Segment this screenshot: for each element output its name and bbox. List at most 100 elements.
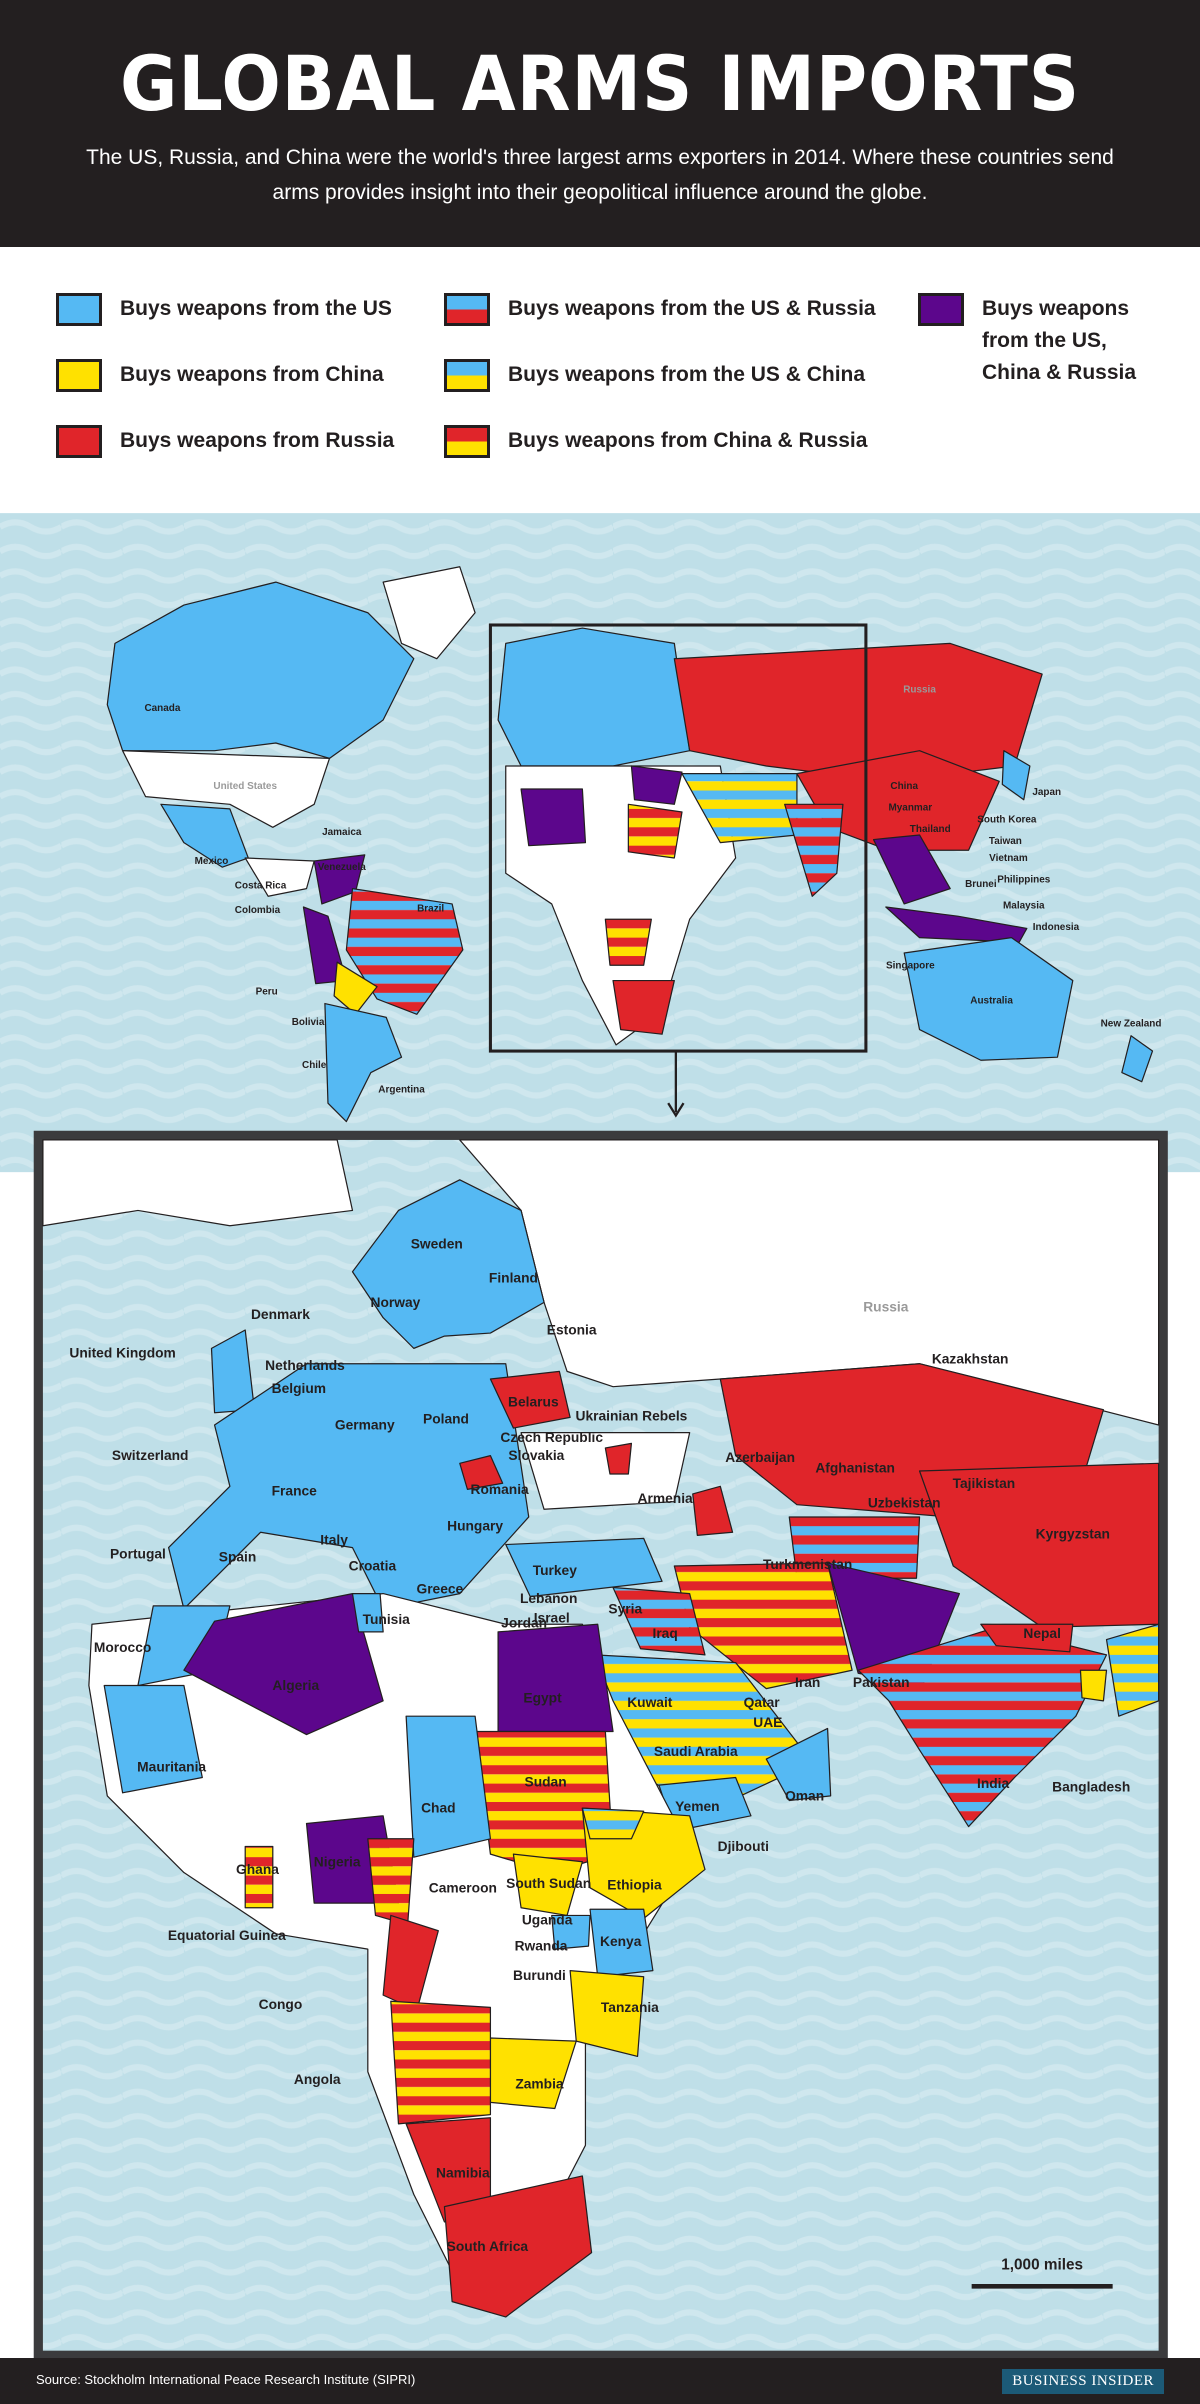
inset-label-turkey: Turkey (533, 1563, 578, 1578)
world-label-indonesia: Indonesia (1033, 922, 1080, 933)
inset-label-tajikistan: Tajikistan (953, 1476, 1016, 1491)
turkey (505, 1537, 663, 1598)
inset-label-namibia: Namibia (436, 2165, 490, 2180)
legend-swatch (444, 293, 490, 326)
inset-label-norway: Norway (371, 1295, 421, 1310)
legend-label: Buys weapons from China & Russia (508, 429, 868, 452)
inset-label-czech-republic: Czech Republic (500, 1430, 603, 1445)
inset-label-djibouti: Djibouti (718, 1839, 769, 1854)
header: GLOBAL ARMS IMPORTS The US, Russia, and … (0, 0, 1200, 247)
inset-label-egypt: Egypt (523, 1690, 562, 1705)
south-africa (612, 979, 675, 1035)
ukrainian-rebels (604, 1442, 633, 1475)
india (784, 803, 844, 897)
inset-label-uganda: Uganda (522, 1913, 573, 1928)
inset-label-denmark: Denmark (251, 1307, 310, 1322)
inset-label-kazakhstan: Kazakhstan (932, 1352, 1009, 1367)
scandinavia (351, 1179, 545, 1349)
uganda (551, 1914, 591, 1950)
inset-label-ethiopia: Ethiopia (607, 1877, 662, 1892)
inset-label-nepal: Nepal (1023, 1626, 1061, 1641)
inset-label-oman: Oman (785, 1788, 824, 1803)
inset-label-equatorial-guinea: Equatorial Guinea (168, 1928, 286, 1943)
japan (1001, 750, 1031, 801)
legend-swatch (56, 359, 102, 392)
legend-swatch (918, 293, 964, 326)
inset-outline (488, 623, 868, 1053)
southeast-asia (872, 834, 951, 905)
inset-label-kuwait: Kuwait (627, 1695, 673, 1710)
world-label-brazil: Brazil (417, 904, 444, 915)
map-svg: Canada United States Mexico Jamaica Costa Ri… (0, 513, 1200, 2360)
legend-item-russia: Buys weapons from Russia (56, 425, 394, 458)
subtitle: The US, Russia, and China were the world… (86, 146, 1114, 204)
inset-label-croatia: Croatia (349, 1559, 397, 1574)
inset-label-bangladesh: Bangladesh (1052, 1779, 1130, 1794)
inset-label-afghanistan: Afghanistan (815, 1461, 895, 1476)
world-label-chile: Chile (302, 1060, 327, 1071)
south-africa (443, 2175, 593, 2318)
inset-label-syria: Syria (608, 1602, 642, 1617)
bangladesh (1079, 1669, 1108, 1702)
world-label-australia: Australia (970, 996, 1013, 1007)
page-title: GLOBAL ARMS IMPORTS (120, 39, 1080, 128)
inset-label-congo: Congo (259, 1997, 303, 2012)
inset-label-netherlands: Netherlands (265, 1358, 345, 1373)
world-label-taiwan: Taiwan (989, 836, 1022, 847)
tanzania (569, 1969, 645, 2058)
inset-label-spain: Spain (219, 1549, 257, 1564)
world-label-colombia: Colombia (235, 905, 281, 916)
arrow-down-icon (667, 1102, 685, 1118)
brand-logo: BUSINESS INSIDER (1002, 2369, 1164, 2394)
inset-label-hungary: Hungary (447, 1519, 503, 1534)
sudan (627, 803, 683, 859)
egypt (630, 765, 683, 805)
inset-label-morocco: Morocco (94, 1640, 151, 1655)
oman (765, 1727, 832, 1802)
world-label-new-zealand: New Zealand (1101, 1019, 1162, 1030)
mexico (160, 803, 249, 868)
eritrea (581, 1807, 645, 1840)
inset-label-kenya: Kenya (600, 1934, 642, 1949)
inset-label-tanzania: Tanzania (601, 2000, 659, 2015)
inset-label-germany: Germany (335, 1418, 395, 1433)
inset-label-nigeria: Nigeria (314, 1854, 361, 1869)
world-label-japan: Japan (1032, 787, 1061, 798)
australia (903, 937, 1074, 1061)
inset-label-greece: Greece (416, 1582, 463, 1597)
brazil (345, 887, 464, 1015)
legend-label: Buys weapons from the US & China (508, 363, 866, 386)
world-label-myanmar: Myanmar (888, 802, 932, 813)
legend: Buys weapons from the US Buys weapons fr… (0, 247, 1200, 513)
legend-label: Buys weapons from the US (120, 297, 392, 320)
inset-label-slovakia: Slovakia (508, 1448, 564, 1463)
inset-label-kyrgyzstan: Kyrgyzstan (1036, 1526, 1110, 1541)
map-area: Canada United States Mexico Jamaica Costa Ri… (0, 513, 1200, 2360)
inset-label-switzerland: Switzerland (112, 1448, 189, 1463)
inset-label-ghana: Ghana (236, 1862, 279, 1877)
legend-swatch (444, 359, 490, 392)
world-label-argentina: Argentina (378, 1084, 425, 1095)
legend-swatch (56, 425, 102, 458)
inset-label-pakistan: Pakistan (853, 1675, 910, 1690)
inset-label-india: India (977, 1776, 1009, 1791)
inset-label-ukrainian-rebels: Ukrainian Rebels (576, 1408, 688, 1423)
inset-label-romania: Romania (471, 1482, 530, 1497)
inset-label-estonia: Estonia (547, 1323, 597, 1338)
legend-label: Buys weapons from China (120, 363, 384, 386)
indonesia (885, 906, 1028, 943)
legend-item-china: Buys weapons from China (56, 359, 384, 392)
inset-label-south-sudan: South Sudan (506, 1876, 591, 1891)
inset-label-iraq: Iraq (652, 1626, 677, 1641)
legend-label: Buys weapons from Russia (120, 429, 395, 452)
world-label-vietnam: Vietnam (989, 853, 1028, 864)
legend-item-china-russia: Buys weapons from China & Russia (444, 425, 867, 458)
inset-label-angola: Angola (294, 2072, 341, 2087)
inset-label-belarus: Belarus (508, 1395, 559, 1410)
myanmar (1105, 1623, 1160, 1717)
egypt (497, 1623, 614, 1733)
europe (167, 1363, 530, 1610)
world-label-peru: Peru (256, 986, 278, 997)
legend-label: Buys weapons from the US & Russia (508, 297, 876, 320)
angola (604, 918, 652, 966)
